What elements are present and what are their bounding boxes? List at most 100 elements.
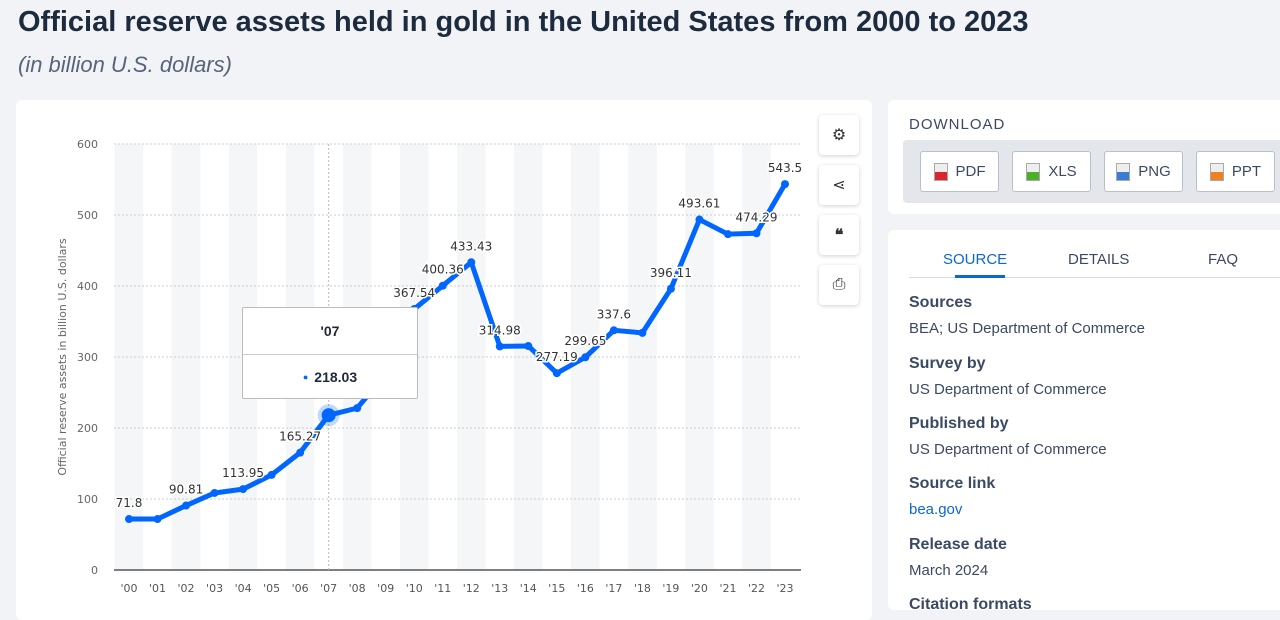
data-point [182, 501, 191, 510]
y-axis-title: Official reserve assets in billion U.S. … [56, 238, 69, 476]
x-tick-label: '04 [235, 582, 252, 595]
tab-details[interactable]: DETAILS [1068, 251, 1130, 268]
x-tick-label: '10 [406, 582, 423, 595]
page-title: Official reserve assets held in gold in … [18, 6, 1029, 38]
data-point [752, 229, 761, 238]
data-point [638, 328, 647, 337]
data-label: 433.43 [450, 239, 492, 253]
data-point [210, 488, 219, 497]
data-point [609, 326, 618, 335]
x-tick-label: '06 [292, 582, 309, 595]
x-tick-label: '05 [263, 582, 280, 595]
survey-by-value: US Department of Commerce [909, 381, 1107, 398]
data-point [153, 515, 162, 524]
x-tick-label: '12 [463, 582, 480, 595]
button-label: PDF [955, 163, 986, 180]
button-label: XLS [1048, 163, 1077, 180]
data-label: 396.11 [650, 266, 692, 280]
ppt-file-icon [1209, 162, 1224, 181]
data-point [723, 230, 732, 239]
y-tick-label: 0 [91, 564, 98, 577]
download-png-button[interactable]: PNG [1104, 151, 1183, 192]
x-tick-label: '15 [548, 582, 565, 595]
x-tick-label: '14 [520, 582, 537, 595]
x-tick-label: '02 [178, 582, 195, 595]
page-subtitle: (in billion U.S. dollars) [18, 52, 232, 77]
png-file-icon [1116, 162, 1131, 181]
download-xls-button[interactable]: XLS [1012, 151, 1091, 192]
pdf-file-icon [933, 162, 948, 181]
data-label: 474.29 [735, 210, 777, 224]
data-point [695, 215, 704, 224]
button-label: PPT [1231, 163, 1262, 180]
download-panel: DOWNLOAD PDF XLS PNG PPT [888, 100, 1280, 214]
published-by-value: US Department of Commerce [909, 441, 1107, 458]
hover-point [321, 408, 336, 423]
x-tick-label: '17 [605, 582, 622, 595]
published-by-heading: Published by [909, 415, 1009, 432]
gear-icon: ⚙ [831, 127, 847, 144]
download-pdf-button[interactable]: PDF [920, 151, 999, 192]
data-point [296, 448, 305, 457]
data-label: 337.6 [597, 307, 631, 321]
x-tick-label: '19 [662, 582, 679, 595]
chart-card: 0 100 200 300 400 500 600 '00 '01 '02 '03 '04 '05 '06… [16, 100, 872, 620]
x-tick-label: '11 [434, 582, 451, 595]
sources-heading: Sources [909, 294, 973, 311]
y-tick-label: 200 [77, 422, 98, 435]
data-label: 493.61 [678, 197, 720, 211]
data-point [581, 353, 590, 362]
tab-source[interactable]: SOURCE [943, 251, 1008, 268]
data-label: 113.95 [222, 466, 264, 480]
x-tick-label: '18 [634, 582, 651, 595]
data-label: 71.8 [116, 496, 143, 510]
tab-faq[interactable]: FAQ [1208, 251, 1239, 268]
y-tick-label: 100 [77, 493, 98, 506]
download-ppt-button[interactable]: PPT [1196, 151, 1275, 192]
x-tick-label: '22 [748, 582, 765, 595]
y-tick-label: 300 [77, 351, 98, 364]
x-tick-label: '09 [377, 582, 394, 595]
data-label: 299.65 [564, 334, 606, 348]
button-label: PNG [1138, 163, 1171, 180]
x-tick-label: '08 [349, 582, 366, 595]
x-tick-label: '23 [776, 582, 793, 595]
survey-by-heading: Survey by [909, 355, 986, 372]
sources-value: BEA; US Department of Commerce [909, 320, 1145, 337]
cite-button[interactable]: ❝ [819, 215, 859, 255]
quote-icon: ❝ [834, 227, 844, 244]
x-tick-label: '03 [206, 582, 223, 595]
data-label: 543.5 [768, 161, 802, 175]
tooltip-category: '07 [243, 308, 417, 355]
data-point [438, 281, 447, 290]
source-link[interactable]: bea.gov [909, 501, 963, 518]
x-tick-label: '16 [577, 582, 594, 595]
data-point [267, 470, 276, 479]
release-date-value: March 2024 [909, 562, 989, 579]
download-title: DOWNLOAD [909, 116, 1006, 133]
data-label: 314.98 [479, 323, 521, 337]
print-button[interactable]: ⎙ [819, 265, 859, 305]
x-tick-label: '21 [719, 582, 736, 595]
y-tick-label: 400 [77, 280, 98, 293]
release-date-heading: Release date [909, 536, 1007, 553]
data-point [353, 404, 362, 413]
series-dot-icon: ● [302, 372, 309, 382]
x-tick-label: '13 [491, 582, 508, 595]
citation-formats-heading: Citation formats [909, 596, 1032, 613]
xls-file-icon [1026, 162, 1041, 181]
share-button[interactable]: ⋖ [819, 165, 859, 205]
settings-button[interactable]: ⚙ [819, 115, 859, 155]
data-point [666, 284, 675, 293]
x-tick-label: '07 [320, 582, 337, 595]
data-point [552, 369, 561, 378]
data-point [781, 180, 789, 189]
x-tick-label: '00 [120, 582, 137, 595]
source-tabs: SOURCE DETAILS FAQ [909, 230, 1280, 278]
tooltip-value: 218.03 [314, 369, 358, 385]
data-point [239, 485, 248, 494]
x-tick-label: '01 [149, 582, 166, 595]
data-label: 400.36 [422, 263, 464, 277]
y-tick-label: 600 [77, 138, 98, 151]
data-label: 367.54 [393, 286, 435, 300]
